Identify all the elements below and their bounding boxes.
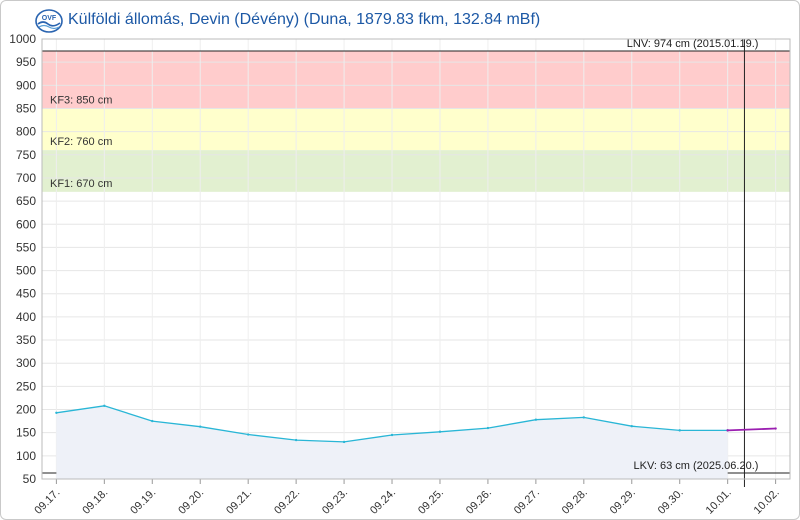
y-tick-label: 850 [16, 101, 36, 115]
plot-border [41, 38, 791, 480]
warning-zone-label: KF2: 760 cm [50, 136, 112, 148]
x-tick-label: 09.26. [464, 487, 494, 517]
max-level-label: LNV: 974 cm (2015.01.19.) [627, 38, 759, 50]
measured-point [390, 433, 394, 437]
x-tick-label: 09.25. [416, 487, 446, 517]
y-tick-label: 700 [16, 171, 36, 185]
measured-point [630, 425, 633, 428]
measured-point [342, 440, 346, 444]
measured-point [438, 430, 442, 433]
svg-text:OVF: OVF [42, 15, 57, 22]
ovf-logo-icon: OVF [35, 9, 63, 33]
measured-point [294, 438, 298, 442]
x-tick-label: 09.19. [128, 487, 158, 517]
y-tick-label: 800 [16, 125, 36, 139]
warning-zone-label: KF1: 670 cm [50, 178, 112, 190]
x-tick-label: 10.01. [704, 487, 734, 517]
y-tick-label: 350 [16, 333, 36, 347]
x-tick-label: 09.28. [560, 487, 590, 517]
x-tick-label: 09.18. [80, 487, 110, 517]
forecast-point [774, 427, 777, 430]
y-tick-label: 1000 [9, 32, 36, 46]
y-tick-label: 50 [23, 472, 37, 486]
measured-point [199, 425, 202, 428]
y-tick-label: 300 [16, 356, 36, 370]
warning-zone-3 [42, 150, 790, 192]
y-tick-label: 400 [16, 310, 36, 324]
x-tick-label: 09.21. [224, 487, 254, 517]
measured-point [151, 419, 154, 423]
y-tick-label: 450 [16, 287, 36, 301]
measured-point [486, 426, 490, 430]
measured-point [246, 433, 250, 436]
forecast-point [726, 429, 729, 432]
chart-title: Külföldi állomás, Devin (Dévény) (Duna, … [68, 11, 541, 28]
x-tick-label: 09.17. [32, 487, 62, 517]
measured-point [582, 416, 586, 419]
measured-area [56, 405, 728, 479]
chart-header: OVF Külföldi állomás, Devin (Dévény) (Du… [0, 0, 800, 36]
y-tick-label: 550 [16, 240, 36, 254]
y-tick-label: 150 [16, 426, 36, 440]
x-tick-label: 09.29. [608, 487, 638, 517]
x-tick-label: 09.27. [512, 487, 542, 517]
y-tick-label: 750 [16, 148, 36, 162]
y-tick-label: 200 [16, 403, 36, 417]
measured-point [678, 429, 681, 432]
y-tick-label: 500 [16, 264, 36, 278]
y-tick-label: 650 [16, 194, 36, 208]
warning-zone-2 [42, 108, 790, 151]
measured-point [534, 418, 538, 421]
x-tick-label: 10.02. [752, 487, 782, 517]
x-tick-label: 09.22. [272, 487, 302, 517]
y-tick-label: 900 [16, 78, 36, 92]
x-tick-label: 09.23. [320, 487, 350, 517]
x-tick-label: 09.20. [176, 487, 206, 517]
y-tick-label: 100 [16, 449, 36, 463]
x-tick-label: 09.24. [368, 487, 398, 517]
forecast-line [727, 427, 776, 432]
measured-point [55, 411, 58, 414]
measured-point [103, 404, 106, 408]
warning-zone-1 [42, 51, 790, 109]
y-tick-label: 250 [16, 379, 36, 393]
y-tick-label: 600 [16, 217, 36, 231]
x-tick-label: 09.30. [656, 487, 686, 517]
y-tick-label: 950 [16, 55, 36, 69]
warning-zone-label: KF3: 850 cm [50, 94, 112, 106]
min-level-label: LKV: 63 cm (2025.06.20.) [633, 460, 758, 472]
